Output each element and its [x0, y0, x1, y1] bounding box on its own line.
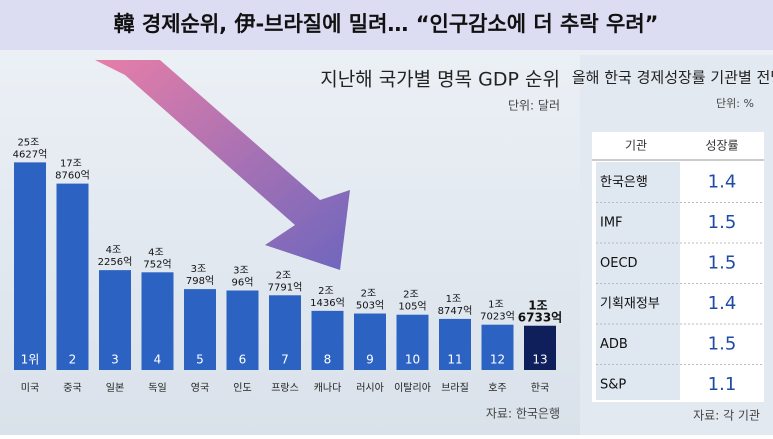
unit: 단위: 달러: [508, 99, 560, 113]
header-band: [0, 0, 773, 50]
bar: [14, 162, 46, 370]
bar: [184, 289, 216, 370]
x-tick-label: 미국: [21, 382, 39, 394]
table-source: 자료: 각 기관: [693, 409, 760, 423]
value-label: 2조 7791억: [268, 270, 303, 293]
bar: [354, 313, 386, 370]
decline-arrow: [95, 60, 350, 270]
x-tick-label: 러시아: [356, 382, 384, 394]
value-label: 2조 105억: [398, 290, 426, 313]
source: 자료: 한국은행: [486, 406, 560, 421]
rank-label: 7: [281, 353, 289, 367]
growth-rate: 1.5: [708, 212, 737, 233]
rank-label: 1위: [21, 353, 40, 367]
rank-label: 9: [366, 353, 374, 367]
rank-label: 12: [490, 353, 505, 367]
rank-label: 10: [405, 353, 420, 367]
bar: [481, 324, 514, 370]
bar: [141, 272, 174, 370]
rank-label: 11: [447, 353, 462, 367]
rank-label: 8: [324, 353, 332, 367]
bar: [311, 310, 344, 370]
x-tick-label: 호주: [488, 382, 506, 394]
rank-label: 3: [111, 353, 119, 367]
x-tick-label: 프랑스: [271, 382, 299, 394]
value-label: 3조 798억: [186, 264, 214, 287]
x-tick-label: 캐나다: [314, 382, 342, 394]
x-tick-label: 한국: [531, 382, 549, 394]
growth-rate: 1.4: [708, 171, 737, 192]
institution: IMF: [600, 215, 623, 230]
institution: 한국은행: [600, 174, 648, 190]
bar: [439, 318, 471, 370]
value-label: 1조 6733억: [518, 298, 562, 324]
value-label: 17조 8760억: [55, 159, 90, 182]
x-tick-label: 영국: [191, 382, 209, 394]
growth-rate: 1.4: [708, 293, 737, 314]
institution: S&P: [600, 377, 626, 392]
value-label: 4조 2256억: [98, 245, 133, 268]
rank-label: 13: [532, 353, 547, 367]
rank-label: 4: [154, 353, 162, 367]
growth-rate: 1.5: [708, 333, 737, 354]
institution: OECD: [600, 256, 638, 271]
value-label: 2조 503억: [356, 289, 384, 312]
name-column: [596, 162, 680, 400]
x-tick-label: 독일: [148, 382, 166, 394]
x-tick-label: 일본: [106, 382, 124, 394]
value-label: 25조 4627억: [13, 137, 48, 160]
x-tick-label: 중국: [63, 382, 81, 394]
rank-label: 2: [69, 353, 77, 367]
table-unit: 단위: %: [716, 97, 754, 110]
x-tick-label: 브라질: [441, 382, 469, 394]
table-header: 성장률: [705, 139, 738, 153]
table-title: 올해 한국 경제성장률 기관별 전망: [572, 69, 773, 87]
bar: [269, 295, 301, 370]
value-label: 3조 96억: [232, 266, 254, 289]
value-label: 1조 8747억: [438, 294, 473, 317]
bar: [56, 183, 89, 370]
bar: [226, 290, 259, 370]
value-label: 1조 7023억: [480, 300, 515, 323]
chart-title: 지난해 국가별 명목 GDP 순위: [320, 69, 560, 91]
bar: [524, 325, 556, 370]
x-tick-label: 인도: [233, 382, 251, 394]
table-header: 기관: [625, 139, 647, 153]
growth-rate: 1.5: [708, 252, 737, 273]
bar: [396, 314, 429, 370]
institution: ADB: [600, 337, 628, 352]
x-tick-label: 이탈리아: [394, 381, 431, 394]
rank-label: 6: [239, 353, 247, 367]
growth-rate: 1.1: [708, 374, 737, 395]
bar: [99, 270, 131, 370]
value-label: 2조 1436억: [310, 286, 345, 309]
institution: 기획재정부: [600, 296, 660, 311]
value-label: 4조 752억: [143, 247, 171, 270]
rank-label: 5: [196, 353, 204, 367]
headline: 韓 경제순위, 伊-브라질에 밀려… “인구감소에 더 추락 우려”: [114, 12, 659, 36]
